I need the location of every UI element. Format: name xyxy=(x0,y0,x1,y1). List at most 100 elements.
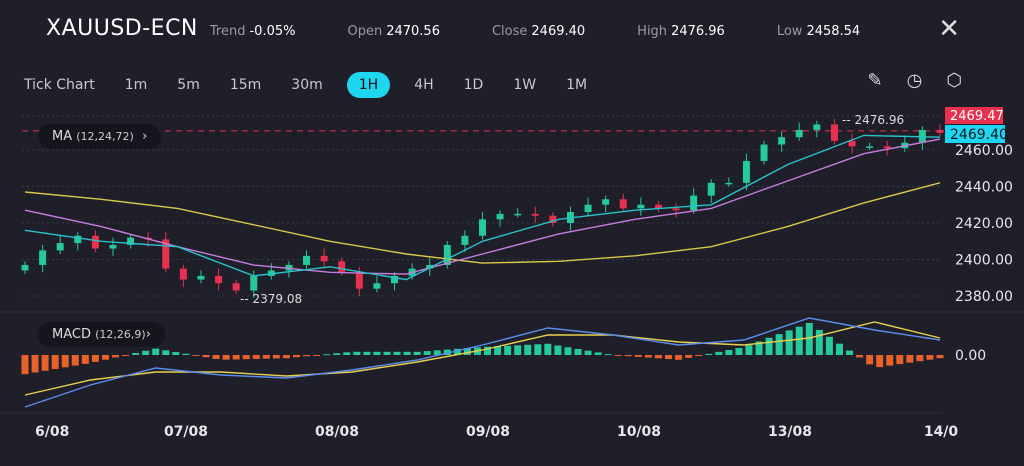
timeframe-1h[interactable]: 1H xyxy=(346,72,391,98)
macd-histogram-bar xyxy=(101,355,109,360)
macd-histogram-bar xyxy=(172,352,180,355)
macd-histogram-bar xyxy=(725,349,733,355)
macd-histogram-bar xyxy=(232,355,240,360)
macd-histogram-bar xyxy=(805,323,813,355)
macd-histogram-bar xyxy=(353,351,361,355)
candle xyxy=(338,261,346,273)
macd-histogram-bar xyxy=(775,334,783,355)
macd-histogram-bar xyxy=(423,351,431,355)
high-marker-label: -- 2476.96 xyxy=(842,113,904,127)
macd-histogram-bar xyxy=(735,347,743,355)
macd-histogram-bar xyxy=(634,355,642,357)
candle xyxy=(215,275,223,284)
y-tick-label: 2400.00 xyxy=(955,253,1013,269)
x-tick-label: 10/08 xyxy=(617,424,661,440)
macd-histogram-bar xyxy=(785,330,793,355)
candle xyxy=(584,204,592,213)
macd-zero-label: 0.00 xyxy=(955,348,986,364)
x-tick-label: 07/08 xyxy=(164,424,208,440)
candle xyxy=(127,237,135,245)
timeframe-1d[interactable]: 1D xyxy=(463,77,484,93)
candle xyxy=(619,199,627,209)
close-stat: Close 2469.40 xyxy=(491,24,586,39)
macd-histogram-bar xyxy=(715,351,723,355)
timeframe-tick-chart[interactable]: Tick Chart xyxy=(24,77,95,93)
macd-histogram-bar xyxy=(132,353,140,355)
header: XAUUSD-ECN Trend -0.05% Open 2470.56 Close… xyxy=(46,16,912,46)
close-icon[interactable]: ✕ xyxy=(938,14,960,44)
macd-histogram-bar xyxy=(212,355,220,359)
candle xyxy=(725,182,733,185)
macd-histogram-bar xyxy=(896,355,904,365)
timeframe-1m[interactable]: 1M xyxy=(566,77,588,93)
macd-histogram-bar xyxy=(695,355,703,356)
ma72-line xyxy=(24,182,941,264)
macd-histogram-bar xyxy=(524,344,532,355)
y-tick-label: 2420.00 xyxy=(955,216,1013,232)
macd-histogram-bar xyxy=(122,355,130,356)
candle xyxy=(197,275,205,280)
macd-histogram-bar xyxy=(323,354,331,356)
macd-histogram-bar xyxy=(484,346,492,355)
candle xyxy=(21,264,29,271)
timeframe-5m[interactable]: 5m xyxy=(177,77,200,93)
macd-histogram-bar xyxy=(51,355,59,370)
timeframe-1m[interactable]: 1m xyxy=(124,77,148,93)
macd-indicator-button[interactable]: MACD (12,26,9)› xyxy=(38,322,165,347)
symbol: XAUUSD-ECN xyxy=(46,16,198,41)
candle xyxy=(232,283,240,291)
macd-histogram-bar xyxy=(81,355,89,364)
timeframe-15m[interactable]: 15m xyxy=(229,77,262,93)
macd-signal-line xyxy=(24,321,941,396)
macd-histogram-bar xyxy=(373,351,381,355)
last-price-label: 2469.40 xyxy=(950,127,1008,143)
macd-histogram-bar xyxy=(202,355,210,358)
settings-icon[interactable]: ⬡ xyxy=(946,70,962,91)
y-tick-label: 2460.00 xyxy=(955,143,1013,159)
macd-histogram-bar xyxy=(383,351,391,355)
timeframe-30m[interactable]: 30m xyxy=(291,77,323,93)
macd-histogram-bar xyxy=(936,355,944,359)
macd-histogram-bar xyxy=(795,326,803,355)
pencil-icon[interactable]: ✎ xyxy=(867,70,883,91)
macd-histogram-bar xyxy=(614,355,622,356)
candle xyxy=(179,268,187,280)
macd-histogram-bar xyxy=(272,355,280,359)
macd-histogram-bar xyxy=(825,336,833,355)
macd-histogram-bar xyxy=(494,346,502,355)
macd-histogram-bar xyxy=(534,344,542,355)
macd-histogram-bar xyxy=(152,348,160,355)
candle xyxy=(742,160,750,183)
timeframe-1w[interactable]: 1W xyxy=(513,77,537,93)
macd-histogram-bar xyxy=(443,349,451,355)
ma-indicator-button[interactable]: MA (12,24,72) › xyxy=(38,124,162,149)
last-price-badge xyxy=(945,125,1005,143)
macd-histogram-bar xyxy=(262,355,270,359)
candle xyxy=(109,244,117,249)
macd-histogram-bar xyxy=(644,355,652,358)
candle xyxy=(672,208,680,211)
macd-histogram-bar xyxy=(544,343,552,355)
macd-histogram-bar xyxy=(564,347,572,355)
macd-histogram-bar xyxy=(846,350,854,355)
macd-histogram-bar xyxy=(303,355,311,357)
x-tick-label: 09/08 xyxy=(466,424,510,440)
macd-histogram-bar xyxy=(292,355,300,358)
macd-histogram-bar xyxy=(71,355,79,366)
macd-histogram-bar xyxy=(222,355,230,360)
macd-histogram-bar xyxy=(31,355,39,373)
candle xyxy=(426,264,434,269)
macd-histogram-bar xyxy=(453,348,461,355)
timeframe-4h[interactable]: 4H xyxy=(414,77,434,93)
macd-histogram-bar xyxy=(886,355,894,366)
candle xyxy=(496,213,504,220)
macd-histogram-bar xyxy=(815,329,823,355)
x-tick-label: 08/08 xyxy=(315,424,359,440)
candle xyxy=(866,146,874,148)
macd-histogram-bar xyxy=(242,355,250,360)
timer-icon[interactable]: ◷ xyxy=(906,70,923,91)
macd-histogram-bar xyxy=(866,355,874,365)
candle xyxy=(602,199,610,205)
macd-line xyxy=(24,317,941,408)
